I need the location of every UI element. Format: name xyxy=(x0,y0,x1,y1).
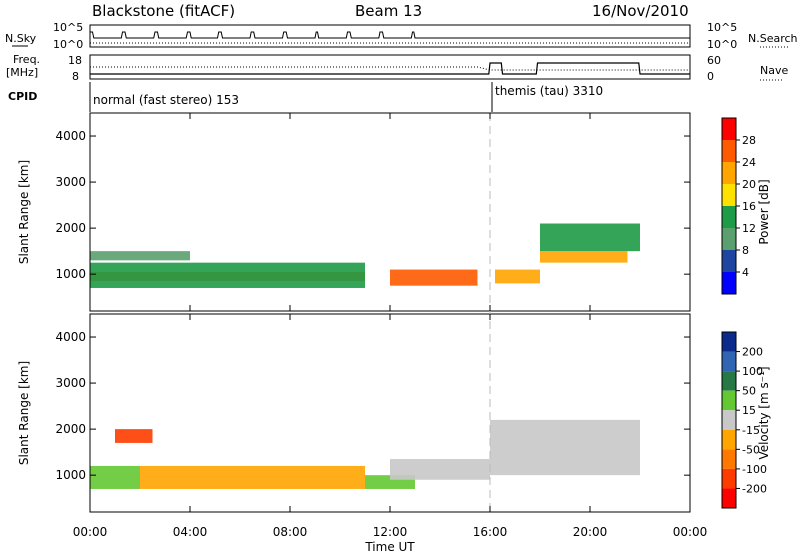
colorbar-tick-label: -100 xyxy=(742,463,767,476)
colorbar-frame xyxy=(721,331,737,509)
velocity-ylabel: Slant Range [km] xyxy=(17,361,31,465)
freq-tick-top: 18 xyxy=(68,54,82,67)
velocity-colorbar: 200 100 50 15 -15 -50 -100 -200 xyxy=(721,331,767,509)
y-tick-label: 4000 xyxy=(55,129,86,143)
cpid-label: CPID xyxy=(8,90,37,103)
velocity-band-5 xyxy=(115,429,153,443)
y-tick-label: 2000 xyxy=(55,422,86,436)
y-tick-label: 1000 xyxy=(55,468,86,482)
y-tick-label: 1000 xyxy=(55,267,86,281)
nsky-tick-top: 10^5 xyxy=(53,21,83,34)
velocity-band-0 xyxy=(90,465,140,489)
power-band-2 xyxy=(90,251,190,261)
nsearch-label: N.Search xyxy=(748,32,798,45)
freq-tick-bottom: 8 xyxy=(72,70,79,83)
nsearch-tick-top: 10^5 xyxy=(707,21,737,34)
power-band-6 xyxy=(540,223,640,252)
x-axis-label: Time UT xyxy=(364,540,415,554)
beam-title: Beam 13 xyxy=(355,2,422,20)
colorbar-tick-label: 28 xyxy=(742,134,756,147)
colorbar-swatch xyxy=(722,140,736,162)
y-tick-label: 4000 xyxy=(55,330,86,344)
power-colorbar-label: Power [dB] xyxy=(757,179,771,244)
power-heatmap-cells xyxy=(90,223,640,288)
colorbar-swatch xyxy=(722,184,736,206)
colorbar-swatch xyxy=(722,429,736,450)
colorbar-tick-label: -50 xyxy=(742,443,760,456)
power-panel: 1000 2000 3000 4000 Slant Range [km] xyxy=(17,112,691,312)
cpid-mode-2: themis (tau) 3310 xyxy=(495,84,603,98)
x-tick-label: 08:00 xyxy=(273,525,308,539)
x-tick-label: 12:00 xyxy=(373,525,408,539)
power-band-4 xyxy=(495,269,540,284)
y-tick-label: 3000 xyxy=(55,175,86,189)
colorbar-swatch xyxy=(722,449,736,469)
colorbar-tick-label: 12 xyxy=(742,222,756,235)
nave-tick-top: 60 xyxy=(707,54,721,67)
velocity-panel: 1000 2000 3000 4000 Slant Range [km] xyxy=(17,313,691,513)
power-band-3 xyxy=(390,269,478,286)
colorbar-swatch xyxy=(722,118,736,140)
freq-trace xyxy=(90,62,690,75)
velocity-heatmap-cells xyxy=(90,419,640,489)
nsky-tick-bottom: 10^0 xyxy=(53,38,83,51)
x-tick-label: 20:00 xyxy=(573,525,608,539)
nsky-panel xyxy=(89,24,691,48)
colorbar-swatch xyxy=(722,371,736,391)
colorbar-tick-label: -200 xyxy=(742,482,767,495)
station-title: Blackstone (fitACF) xyxy=(92,2,235,20)
colorbar-swatch xyxy=(722,390,736,411)
colorbar-tick-label: 8 xyxy=(742,244,749,257)
x-tick-label: 16:00 xyxy=(473,525,508,539)
colorbar-tick-label: 200 xyxy=(742,346,763,359)
nsearch-tick-bottom: 10^0 xyxy=(707,38,737,51)
colorbar-swatch xyxy=(722,250,736,272)
cpid-mode-1: normal (fast stereo) 153 xyxy=(93,93,239,107)
y-tick-label: 3000 xyxy=(55,376,86,390)
colorbar-tick-label: 24 xyxy=(742,156,756,169)
colorbar-swatch xyxy=(722,206,736,228)
colorbar-swatch xyxy=(722,410,736,430)
x-tick-label: 04:00 xyxy=(173,525,208,539)
nave-tick-bottom: 0 xyxy=(707,70,714,83)
velocity-band-1 xyxy=(140,465,365,489)
colorbar-swatch xyxy=(722,468,736,489)
power-y-ticks: 1000 2000 3000 4000 xyxy=(55,129,690,281)
nsky-label: N.Sky xyxy=(5,32,37,45)
colorbar-tick-label: 20 xyxy=(742,178,756,191)
power-band-1 xyxy=(90,262,365,288)
colorbar-swatch xyxy=(722,228,736,250)
velocity-colorbar-label: Velocity [m s⁻¹] xyxy=(757,366,771,459)
y-tick-label: 2000 xyxy=(55,221,86,235)
x-tick-label: 00:00 xyxy=(73,525,108,539)
colorbar-swatch xyxy=(722,272,736,294)
power-ylabel: Slant Range [km] xyxy=(17,160,31,264)
nave-label: Nave xyxy=(760,64,788,77)
colorbar-tick-label: 15 xyxy=(742,404,756,417)
freq-unit-label: [MHz] xyxy=(6,66,38,79)
date-title: 16/Nov/2010 xyxy=(592,2,689,20)
colorbar-swatch xyxy=(722,488,736,508)
x-axis-ticks: 00:00 04:00 08:00 12:00 16:00 20:00 00:00 xyxy=(73,113,708,539)
velocity-band-3 xyxy=(390,459,490,480)
colorbar-swatch xyxy=(722,332,736,352)
colorbar-tick-label: -15 xyxy=(742,424,760,437)
x-tick-label: 00:00 xyxy=(673,525,708,539)
colorbar-tick-label: 100 xyxy=(742,365,763,378)
colorbar-swatch xyxy=(722,351,736,372)
colorbar-swatch xyxy=(722,162,736,184)
colorbar-tick-label: 16 xyxy=(742,200,756,213)
velocity-y-ticks: 1000 2000 3000 4000 xyxy=(55,330,690,482)
colorbar-tick-label: 50 xyxy=(742,385,756,398)
power-colorbar: 28 24 20 16 12 8 4 xyxy=(721,117,756,295)
nsky-trace xyxy=(90,31,690,39)
colorbar-tick-label: 4 xyxy=(742,266,749,279)
freq-label: Freq. xyxy=(13,53,40,66)
velocity-band-4 xyxy=(490,419,640,476)
power-band-5 xyxy=(540,251,628,263)
nave-trace xyxy=(90,66,690,71)
